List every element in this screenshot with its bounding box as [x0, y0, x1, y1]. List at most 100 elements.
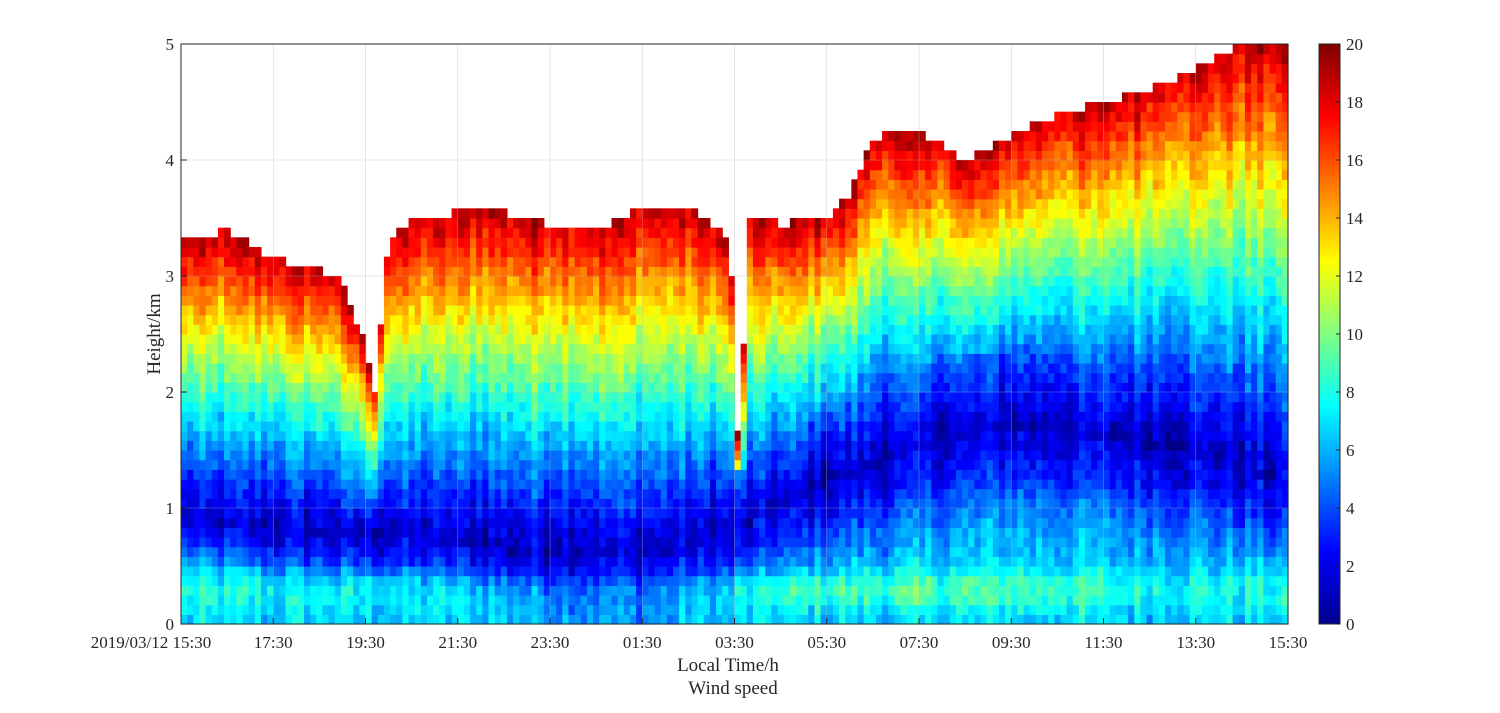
heatmap-cell [488, 305, 496, 316]
heatmap-cell [839, 595, 846, 606]
heatmap-cell [746, 556, 754, 567]
heatmap-cell [580, 614, 588, 625]
heatmap-cell [543, 411, 551, 422]
heatmap-cell [746, 382, 754, 393]
heatmap-cell [334, 343, 342, 354]
heatmap-cell [205, 527, 213, 538]
heatmap-cell [482, 585, 490, 596]
heatmap-cell [919, 334, 926, 345]
heatmap-cell [260, 585, 268, 596]
heatmap-cell [765, 382, 772, 393]
heatmap-cell [679, 585, 686, 596]
heatmap-cell [832, 343, 840, 354]
heatmap-cell [267, 324, 274, 335]
heatmap-cell [574, 469, 582, 480]
heatmap-cell [759, 488, 766, 499]
heatmap-cell [796, 227, 803, 238]
heatmap-cell [199, 614, 207, 625]
heatmap-cell [236, 498, 244, 509]
heatmap-cell [396, 227, 403, 238]
heatmap-cell [562, 517, 570, 528]
heatmap-cell [427, 392, 434, 403]
heatmap-cell [433, 595, 440, 606]
heatmap-cell [636, 276, 643, 287]
heatmap-cell [297, 614, 305, 625]
heatmap-cell [187, 566, 194, 577]
heatmap-cell [845, 314, 852, 325]
heatmap-cell [279, 411, 287, 422]
heatmap-cell [347, 372, 354, 383]
heatmap-cell [882, 285, 889, 296]
heatmap-cell [894, 353, 902, 364]
heatmap-cell [783, 324, 791, 335]
heatmap-cell [925, 363, 932, 374]
heatmap-cell [906, 285, 914, 296]
heatmap-cell [347, 566, 354, 577]
heatmap-cell [525, 392, 533, 403]
heatmap-cell [205, 363, 213, 374]
heatmap-cell [759, 256, 766, 267]
heatmap-cell [912, 604, 920, 615]
heatmap-cell [519, 517, 526, 528]
heatmap-cell [531, 295, 539, 306]
heatmap-cell [586, 508, 594, 519]
heatmap-cell [839, 469, 846, 480]
heatmap-cell [888, 314, 895, 325]
heatmap-cell [230, 256, 237, 267]
heatmap-cell [506, 256, 514, 267]
heatmap-cell [808, 227, 816, 238]
heatmap-cell [882, 392, 889, 403]
heatmap-cell [224, 324, 231, 335]
heatmap-cell [427, 614, 434, 625]
heatmap-cell [550, 421, 557, 432]
heatmap-cell [414, 575, 422, 586]
heatmap-cell [869, 585, 877, 596]
heatmap-cell [912, 295, 920, 306]
heatmap-cell [236, 595, 244, 606]
heatmap-cell [765, 537, 772, 548]
heatmap-cell [304, 421, 311, 432]
heatmap-cell [734, 469, 742, 480]
heatmap-cell [248, 614, 256, 625]
heatmap-cell [500, 537, 508, 548]
heatmap-cell [377, 459, 385, 470]
heatmap-cell [869, 227, 877, 238]
heatmap-cell [420, 314, 428, 325]
heatmap-cell [685, 324, 693, 335]
heatmap-cell [377, 430, 385, 441]
heatmap-cell [919, 575, 926, 586]
heatmap-cell [377, 382, 385, 393]
heatmap-cell [796, 517, 803, 528]
heatmap-cell [586, 517, 594, 528]
heatmap-cell [359, 401, 367, 412]
heatmap-cell [906, 382, 914, 393]
heatmap-cell [408, 411, 416, 422]
heatmap-cell [789, 537, 797, 548]
heatmap-cell [593, 276, 600, 287]
heatmap-cell [322, 517, 330, 528]
heatmap-cell [740, 498, 748, 509]
heatmap-cell [826, 324, 834, 335]
heatmap-cell [445, 421, 453, 432]
heatmap-cell [390, 440, 397, 451]
heatmap-cell [863, 334, 871, 345]
heatmap-cell [420, 324, 428, 335]
heatmap-cell [211, 237, 219, 248]
heatmap-cell [470, 575, 477, 586]
heatmap-cell [593, 343, 600, 354]
heatmap-cell [488, 546, 496, 557]
heatmap-cell [279, 575, 287, 586]
heatmap-cell [433, 488, 440, 499]
heatmap-cell [752, 469, 760, 480]
heatmap-cell [402, 556, 410, 567]
heatmap-cell [445, 440, 453, 451]
heatmap-cell [500, 343, 508, 354]
heatmap-cell [654, 208, 662, 219]
heatmap-cell [334, 595, 342, 606]
heatmap-cell [390, 517, 397, 528]
heatmap-cell [666, 546, 674, 557]
heatmap-cell [513, 517, 520, 528]
heatmap-cell [199, 498, 207, 509]
heatmap-cell [654, 305, 662, 316]
heatmap-cell [906, 295, 914, 306]
